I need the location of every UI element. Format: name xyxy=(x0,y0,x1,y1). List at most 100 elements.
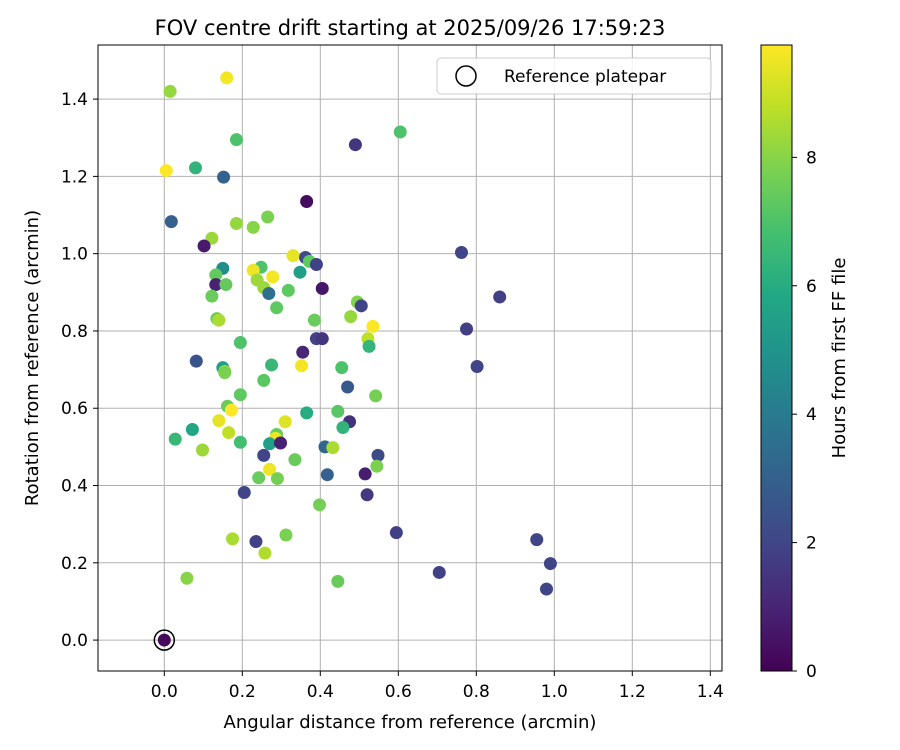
data-point xyxy=(212,414,226,428)
data-point xyxy=(205,289,219,303)
data-point xyxy=(362,339,376,353)
x-tick-label: 0.0 xyxy=(151,682,178,702)
y-tick-label: 1.0 xyxy=(61,245,88,265)
data-point xyxy=(209,278,223,292)
x-tick-label: 1.0 xyxy=(541,682,568,702)
data-point xyxy=(281,283,295,297)
x-tick-label: 0.4 xyxy=(307,682,334,702)
data-point xyxy=(209,268,223,282)
data-point xyxy=(220,71,234,85)
data-point xyxy=(274,436,288,450)
data-point xyxy=(315,332,329,346)
data-point xyxy=(341,380,355,394)
legend-label: Reference platepar xyxy=(504,67,666,87)
data-point xyxy=(263,437,277,451)
y-tick-label: 0.2 xyxy=(61,554,88,574)
data-point xyxy=(229,133,243,147)
x-tick-label: 1.2 xyxy=(619,682,646,702)
data-point xyxy=(196,443,210,457)
legend-marker xyxy=(455,65,477,87)
y-tick-label: 0.4 xyxy=(61,477,88,497)
data-point xyxy=(307,313,321,327)
data-point xyxy=(309,257,323,271)
plot-frame xyxy=(97,44,723,672)
colorbar-tick-label: 0 xyxy=(806,662,817,682)
x-tick-label: 0.6 xyxy=(385,682,412,702)
data-point xyxy=(217,170,231,184)
legend-box xyxy=(436,57,712,95)
x-tick-label: 0.2 xyxy=(229,682,256,702)
chart-title: FOV centre drift starting at 2025/09/26 … xyxy=(155,16,666,40)
data-point xyxy=(258,546,272,560)
data-point xyxy=(358,467,372,481)
data-point xyxy=(212,313,226,327)
data-point xyxy=(263,462,277,476)
data-point xyxy=(257,448,271,462)
data-point xyxy=(229,217,243,231)
colorbar-tick-label: 6 xyxy=(806,277,817,297)
data-point xyxy=(393,125,407,139)
colorbar-tick-label: 4 xyxy=(806,405,817,425)
y-tick-label: 0.6 xyxy=(61,399,88,419)
data-point xyxy=(326,441,340,455)
colorbar: 0 2 4 6 8 Hours from first FF file xyxy=(760,44,850,682)
y-axis-label: Rotation from reference (arcmin) xyxy=(22,210,43,506)
data-point xyxy=(296,345,310,359)
data-point xyxy=(233,435,247,449)
data-point xyxy=(360,488,374,502)
data-point xyxy=(348,138,362,152)
x-tick-label: 0.8 xyxy=(463,682,490,702)
data-point xyxy=(530,533,544,547)
data-point xyxy=(189,161,202,175)
data-point xyxy=(265,358,279,372)
data-point xyxy=(543,557,557,571)
data-point xyxy=(470,360,484,374)
data-point xyxy=(164,215,178,229)
reference-marker xyxy=(153,629,176,651)
data-point xyxy=(222,426,236,440)
x-tick-label: 1.4 xyxy=(697,682,724,702)
data-point xyxy=(185,422,199,436)
data-point xyxy=(233,388,247,402)
y-axis-ticks: 0.0 0.2 0.4 0.6 0.8 1.0 1.2 1.4 xyxy=(61,90,98,651)
data-point xyxy=(295,359,309,373)
y-tick-label: 0.8 xyxy=(61,322,88,342)
data-point xyxy=(252,471,266,485)
data-point xyxy=(331,404,345,418)
data-point xyxy=(540,582,553,596)
data-point xyxy=(354,299,368,313)
colorbar-ticks: 0 2 4 6 8 xyxy=(792,148,817,682)
data-point xyxy=(270,472,284,486)
colorbar-tick-label: 2 xyxy=(806,534,817,554)
data-point xyxy=(320,468,334,482)
data-point xyxy=(313,498,327,512)
data-point xyxy=(315,281,329,295)
data-point xyxy=(286,249,300,263)
data-point xyxy=(261,210,275,224)
data-point xyxy=(224,403,238,417)
data-point xyxy=(300,406,314,420)
data-point xyxy=(163,84,177,98)
data-point xyxy=(293,265,307,279)
data-point xyxy=(279,528,293,542)
data-point xyxy=(159,164,173,178)
data-point xyxy=(370,459,384,473)
data-point xyxy=(226,532,240,546)
colorbar-tick-label: 8 xyxy=(806,148,817,168)
y-tick-label: 1.4 xyxy=(61,90,88,110)
data-point xyxy=(237,485,251,499)
data-point xyxy=(389,526,403,540)
data-point xyxy=(432,565,446,579)
x-axis-ticks: 0.0 0.2 0.4 0.6 0.8 1.0 1.2 1.4 xyxy=(151,671,724,702)
data-point xyxy=(336,421,350,435)
x-axis-label: Angular distance from reference (arcmin) xyxy=(224,712,597,733)
data-point xyxy=(493,290,507,304)
data-point xyxy=(249,535,263,549)
data-point xyxy=(344,310,358,324)
data-point xyxy=(371,448,385,462)
data-point xyxy=(366,319,380,333)
data-point xyxy=(288,453,302,467)
data-point xyxy=(300,195,314,208)
data-point xyxy=(168,432,182,446)
y-tick-label: 0.0 xyxy=(61,631,88,651)
